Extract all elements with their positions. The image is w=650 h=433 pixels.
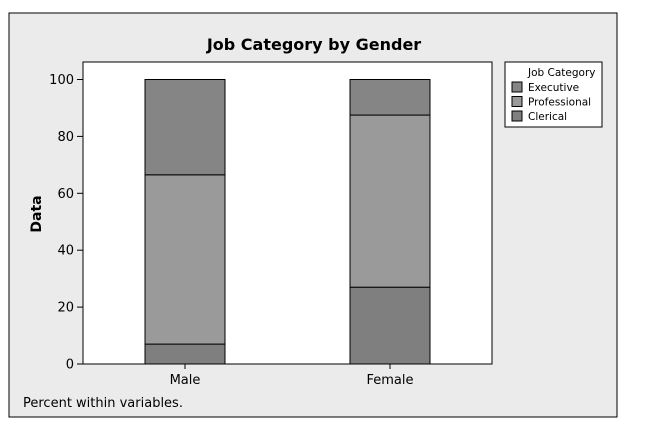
plot-area (82, 61, 493, 365)
legend-swatch-professional (511, 96, 523, 107)
bar-segment-female-professional (349, 114, 431, 288)
footnote: Percent within variables. (23, 396, 183, 411)
bars-group (144, 79, 431, 365)
legend-swatch-executive (511, 81, 523, 93)
y-tick-label: 100 (49, 73, 74, 88)
y-tick-label: 60 (57, 187, 74, 202)
legend-title: Job Category (527, 67, 596, 79)
x-tick-label-female: Female (366, 373, 413, 388)
y-tick-label: 0 (66, 358, 74, 373)
x-tick-label-male: Male (170, 373, 201, 388)
bar-segment-female-executive (349, 79, 431, 116)
bar-segment-male-executive (144, 79, 226, 176)
legend: Job Category Executive Professional Cleric… (504, 61, 603, 128)
chart-title: Job Category by Gender (206, 35, 421, 54)
x-axis: Male Female (170, 364, 414, 388)
y-axis: 0 20 40 60 80 100 (49, 73, 83, 373)
legend-label-clerical: Clerical (528, 111, 567, 123)
y-tick-label: 80 (57, 130, 74, 145)
y-tick-label: 40 (57, 244, 74, 259)
bar-segment-male-clerical (144, 343, 226, 365)
legend-items: Executive Professional Clerical (511, 81, 591, 123)
y-tick-label: 20 (57, 301, 74, 316)
bar-segment-male-professional (144, 174, 226, 345)
legend-swatch-clerical (511, 110, 523, 122)
legend-label-professional: Professional (528, 97, 591, 109)
y-axis-label: Data (29, 195, 45, 232)
bar-segment-female-clerical (349, 286, 431, 365)
legend-label-executive: Executive (528, 82, 579, 94)
